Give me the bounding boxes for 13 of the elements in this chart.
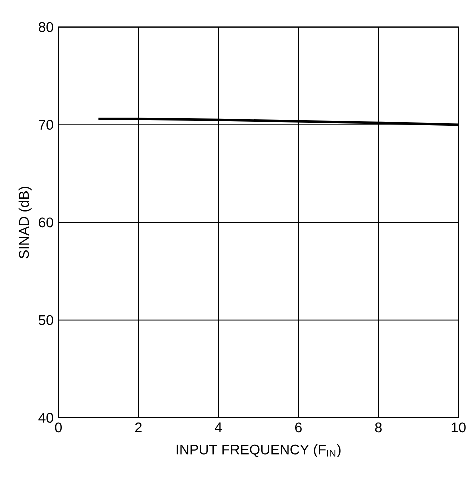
y-axis-title: SINAD (dB) [18, 186, 32, 259]
x-tick-label: 6 [295, 422, 302, 433]
x-tick-label: 10 [452, 422, 466, 433]
y-tick-label: 50 [38, 315, 54, 326]
y-tick-label: 80 [38, 22, 54, 32]
x-tick-label: 0 [55, 422, 62, 433]
y-tick-label: 60 [39, 218, 54, 228]
y-tick-label: 40 [38, 413, 54, 423]
x-tick-label: 4 [215, 422, 222, 432]
y-tick-label: 70 [39, 120, 54, 130]
x-tick-label: 2 [135, 422, 142, 432]
x-axis-title: INPUT FREQUENCY (F$_{IN}$) [176, 444, 341, 458]
x-tick-label: 8 [375, 422, 382, 433]
